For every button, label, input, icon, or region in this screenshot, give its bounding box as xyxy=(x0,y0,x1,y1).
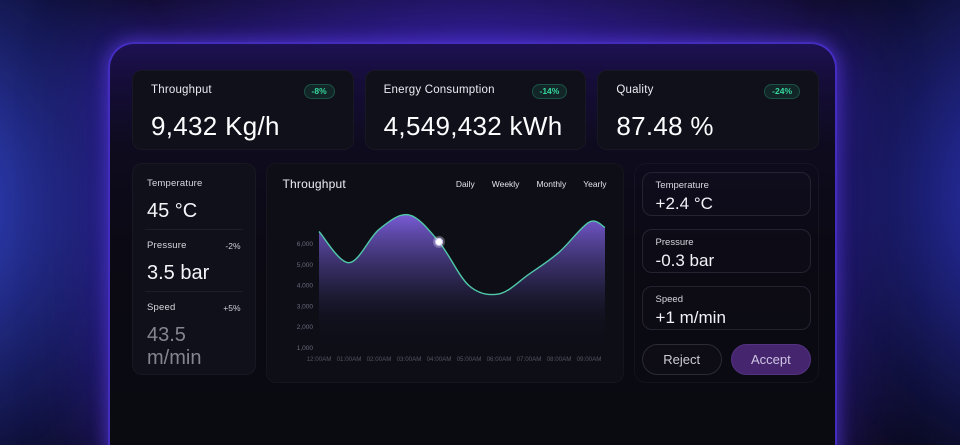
sensor-metrics-card: Temperature 45 °C Pressure -2% 3.5 bar S… xyxy=(132,163,256,375)
kpi-label: Throughput xyxy=(151,84,212,96)
chart-title: Throughput xyxy=(282,177,346,191)
throughput-chart-card: Throughput Daily Weekly Monthly Yearly xyxy=(265,163,624,383)
svg-text:02:00AM: 02:00AM xyxy=(366,356,391,363)
chart-highlight-dot[interactable] xyxy=(434,237,443,247)
kpi-card-energy: Energy Consumption -14% 4,549,432 kWh xyxy=(364,70,587,150)
svg-text:1,000: 1,000 xyxy=(296,345,313,352)
metric-pressure: Pressure -2% 3.5 bar xyxy=(145,229,243,291)
metric-speed: Speed +5% 43.5 m/min xyxy=(145,291,243,376)
adjust-value: -0.3 bar xyxy=(655,251,715,270)
kpi-badge: -24% xyxy=(764,84,801,99)
adjust-card-temperature: Temperature +2.4 °C xyxy=(641,172,811,216)
chart-area xyxy=(318,214,605,349)
kpi-card-quality: Quality -24% 87.48 % xyxy=(597,70,820,150)
chart-line xyxy=(318,213,605,296)
throughput-chart-svg: 6,000 5,000 4,000 3,000 2,000 1,000 12:00AM 01… xyxy=(296,213,605,363)
metric-delta: -2% xyxy=(225,240,241,251)
metric-value: 3.5 bar xyxy=(147,262,210,284)
metric-value: 45 °C xyxy=(147,200,198,222)
svg-text:12:00AM: 12:00AM xyxy=(306,356,331,363)
svg-text:04:00AM: 04:00AM xyxy=(426,356,451,363)
kpi-card-throughput: Throughput -8% 9,432 Kg/h xyxy=(132,70,354,150)
svg-text:09:00AM: 09:00AM xyxy=(576,356,601,363)
tab-monthly[interactable]: Monthly xyxy=(536,179,567,189)
kpi-label: Quality xyxy=(616,84,654,96)
svg-text:5,000: 5,000 xyxy=(296,262,313,269)
svg-text:06:00AM: 06:00AM xyxy=(486,356,511,363)
adjust-label: Temperature xyxy=(655,180,709,191)
svg-text:3,000: 3,000 xyxy=(296,303,313,310)
metric-delta: +5% xyxy=(223,302,241,313)
chart-range-tabs: Daily Weekly Monthly Yearly xyxy=(456,179,607,189)
svg-text:07:00AM: 07:00AM xyxy=(516,356,541,363)
adjust-card-pressure: Pressure -0.3 bar xyxy=(641,229,811,273)
main-row: Temperature 45 °C Pressure -2% 3.5 bar S… xyxy=(132,163,819,383)
metric-temperature: Temperature 45 °C xyxy=(145,168,243,229)
adjustments-panel: Temperature +2.4 °C Pressure -0.3 bar Sp… xyxy=(633,163,819,383)
svg-text:6,000: 6,000 xyxy=(296,241,313,248)
kpi-badge: -14% xyxy=(531,84,568,99)
adjust-label: Pressure xyxy=(655,237,694,248)
kpi-value: 4,549,432 kWh xyxy=(383,110,563,141)
metric-label: Speed xyxy=(147,302,176,313)
tab-daily[interactable]: Daily xyxy=(455,179,475,189)
metric-label: Pressure xyxy=(147,240,187,251)
dashboard-panel: Throughput -8% 9,432 Kg/h Energy Consump… xyxy=(108,42,837,445)
kpi-row: Throughput -8% 9,432 Kg/h Energy Consump… xyxy=(132,70,820,150)
kpi-label: Energy Consumption xyxy=(383,84,495,96)
adjust-label: Speed xyxy=(655,294,684,305)
svg-text:05:00AM: 05:00AM xyxy=(456,356,481,363)
svg-text:4,000: 4,000 xyxy=(296,283,313,290)
metric-label: Temperature xyxy=(147,178,203,189)
chart-xticks: 12:00AM 01:00AM 02:00AM 03:00AM 04:00AM 05:00… xyxy=(306,356,601,363)
kpi-value: 87.48 % xyxy=(616,110,714,141)
adjust-value: +1 m/min xyxy=(655,308,726,327)
adjust-value: +2.4 °C xyxy=(655,194,713,213)
reject-button[interactable]: Reject xyxy=(641,344,722,375)
chart-yticks: 6,000 5,000 4,000 3,000 2,000 1,000 xyxy=(296,241,313,352)
svg-text:01:00AM: 01:00AM xyxy=(336,356,361,363)
kpi-value: 9,432 Kg/h xyxy=(151,110,280,141)
kpi-badge: -8% xyxy=(303,84,335,99)
tab-yearly[interactable]: Yearly xyxy=(583,179,607,189)
svg-text:08:00AM: 08:00AM xyxy=(546,356,571,363)
metric-value: 43.5 m/min xyxy=(147,324,202,369)
svg-text:03:00AM: 03:00AM xyxy=(396,356,421,363)
svg-text:2,000: 2,000 xyxy=(296,324,313,331)
decision-buttons: Reject Accept xyxy=(641,344,811,375)
accept-button[interactable]: Accept xyxy=(730,344,811,375)
tab-weekly[interactable]: Weekly xyxy=(491,179,520,189)
adjust-card-speed: Speed +1 m/min xyxy=(641,286,811,330)
